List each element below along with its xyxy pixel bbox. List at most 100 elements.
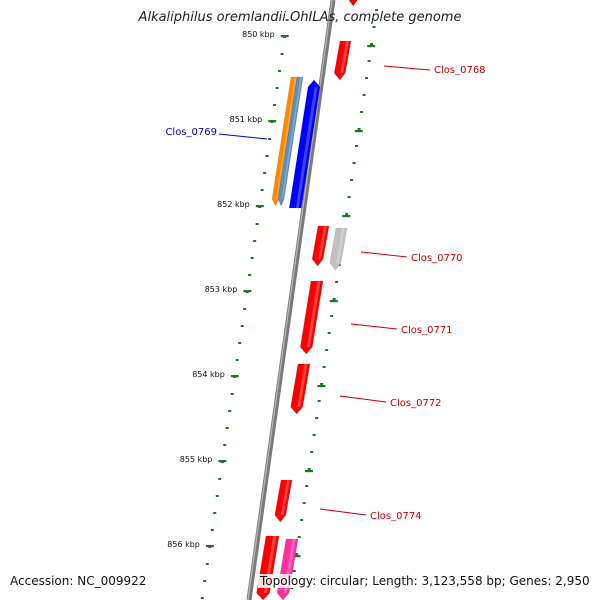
backbone-highlight bbox=[247, 0, 333, 600]
gene-clos-0772[interactable] bbox=[290, 363, 311, 415]
minor-tick-left bbox=[228, 410, 232, 412]
tick-label: 855 kbp bbox=[180, 455, 213, 464]
minor-tick-left bbox=[223, 444, 227, 446]
minor-tick-right bbox=[367, 60, 371, 62]
gene-clos-0769[interactable] bbox=[288, 79, 321, 209]
minor-tick-right bbox=[302, 502, 306, 504]
minor-tick-right bbox=[365, 77, 369, 79]
minor-tick-right bbox=[297, 536, 301, 538]
minor-tick-right bbox=[300, 519, 304, 521]
major-tick-left bbox=[205, 545, 214, 548]
gene-label-leader bbox=[350, 323, 398, 330]
minor-tick-right bbox=[320, 383, 324, 385]
gene-label[interactable]: Clos_0769 bbox=[165, 127, 217, 138]
minor-tick-right bbox=[327, 332, 331, 334]
gene-grey[interactable] bbox=[329, 227, 348, 271]
minor-tick-left bbox=[210, 529, 214, 531]
gene-label[interactable]: Clos_0774 bbox=[370, 511, 422, 522]
gene-clos-0768-shade bbox=[340, 41, 349, 73]
major-tick-right bbox=[329, 300, 338, 303]
gene-clos-0772-shade bbox=[297, 364, 308, 407]
major-tick-right bbox=[304, 470, 313, 473]
minor-tick-left bbox=[203, 580, 207, 582]
minor-tick-right bbox=[335, 281, 339, 283]
minor-tick-left bbox=[268, 138, 272, 140]
major-tick-right bbox=[317, 385, 326, 388]
minor-tick-right bbox=[347, 196, 351, 198]
gene-grey-shade bbox=[335, 228, 345, 263]
minor-tick-right bbox=[310, 451, 314, 453]
minor-tick-left bbox=[263, 172, 267, 174]
minor-tick-right bbox=[290, 587, 294, 589]
major-tick-left bbox=[280, 35, 289, 38]
gene-clos-0775[interactable] bbox=[256, 535, 280, 600]
major-tick-right bbox=[342, 215, 351, 218]
gene-steel-shade bbox=[281, 77, 302, 199]
minor-tick-right bbox=[292, 570, 296, 572]
gene-clos-0770[interactable] bbox=[311, 225, 330, 267]
minor-tick-left bbox=[280, 53, 284, 55]
backbone-line bbox=[246, 0, 336, 600]
major-tick-right bbox=[354, 130, 363, 133]
gene-label-leader bbox=[339, 395, 387, 403]
tick-label: 853 kbp bbox=[205, 285, 238, 294]
minor-tick-left bbox=[230, 393, 234, 395]
gene-label[interactable]: Clos_0772 bbox=[390, 398, 442, 409]
minor-tick-right bbox=[355, 145, 359, 147]
gene-label-leader bbox=[360, 251, 408, 258]
minor-tick-left bbox=[260, 189, 264, 191]
minor-tick-left bbox=[273, 104, 277, 106]
minor-tick-left bbox=[235, 359, 239, 361]
gene-clos-0771[interactable] bbox=[299, 280, 324, 355]
minor-tick-left bbox=[225, 427, 229, 429]
minor-tick-left bbox=[285, 19, 289, 21]
major-tick-right bbox=[292, 555, 301, 558]
gene-orange[interactable] bbox=[271, 76, 299, 207]
gene-clos-0774[interactable] bbox=[274, 479, 293, 523]
gene-label-leader bbox=[218, 133, 268, 140]
minor-tick-left bbox=[238, 342, 242, 344]
tick-label: 850 kbp bbox=[242, 30, 275, 39]
gene-label[interactable]: Clos_0768 bbox=[434, 65, 486, 76]
minor-tick-left bbox=[218, 478, 222, 480]
minor-tick-right bbox=[352, 162, 356, 164]
minor-tick-right bbox=[375, 9, 379, 11]
major-tick-left bbox=[218, 460, 227, 463]
minor-tick-left bbox=[275, 87, 279, 89]
minor-tick-left bbox=[265, 155, 269, 157]
gene-magenta[interactable] bbox=[276, 538, 299, 600]
minor-tick-left bbox=[213, 512, 217, 514]
minor-tick-right bbox=[315, 417, 319, 419]
minor-tick-right bbox=[305, 485, 309, 487]
gene-clos-0768[interactable] bbox=[333, 40, 352, 81]
major-tick-left bbox=[230, 375, 239, 378]
gene-clos-0767[interactable] bbox=[348, 0, 360, 7]
minor-tick-left bbox=[278, 70, 282, 72]
minor-tick-left bbox=[243, 308, 247, 310]
minor-tick-right bbox=[345, 213, 349, 215]
minor-tick-right bbox=[362, 94, 366, 96]
minor-tick-right bbox=[295, 553, 299, 555]
gene-clos-0770-shade bbox=[318, 226, 327, 259]
gene-steel[interactable] bbox=[277, 76, 304, 207]
gene-orange-shade bbox=[275, 77, 297, 199]
major-tick-left bbox=[268, 120, 277, 123]
minor-tick-left bbox=[215, 495, 219, 497]
genome-summary-text: Topology: circular; Length: 3,123,558 bp… bbox=[258, 574, 592, 588]
gene-clos-0771-shade bbox=[306, 281, 321, 347]
minor-tick-right bbox=[317, 400, 321, 402]
gene-label[interactable]: Clos_0770 bbox=[411, 253, 463, 264]
minor-tick-right bbox=[332, 298, 336, 300]
minor-tick-left bbox=[240, 325, 244, 327]
minor-tick-left bbox=[253, 240, 257, 242]
minor-tick-left bbox=[248, 274, 252, 276]
minor-tick-right bbox=[307, 468, 311, 470]
major-tick-left bbox=[243, 290, 252, 293]
gene-label[interactable]: Clos_0771 bbox=[401, 325, 453, 336]
gene-label-leader bbox=[319, 508, 367, 516]
minor-tick-left bbox=[200, 597, 204, 599]
minor-tick-right bbox=[312, 434, 316, 436]
minor-tick-right bbox=[330, 315, 334, 317]
major-tick-left bbox=[255, 205, 264, 208]
